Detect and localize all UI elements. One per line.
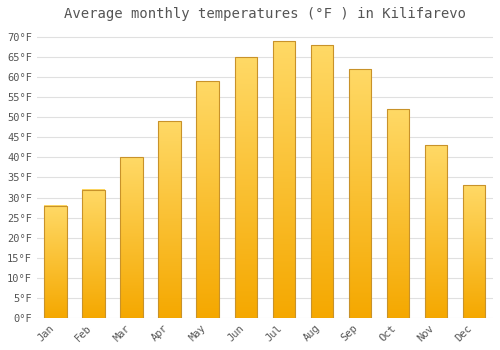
Bar [120, 158, 144, 318]
Bar [310, 45, 334, 318]
Bar [462, 186, 485, 318]
Bar [348, 69, 372, 318]
Bar [386, 109, 409, 318]
Bar [158, 121, 182, 318]
Bar [272, 41, 295, 318]
Bar [44, 205, 67, 318]
Bar [424, 145, 448, 318]
Bar [82, 189, 105, 318]
Title: Average monthly temperatures (°F ) in Kilifarevo: Average monthly temperatures (°F ) in Ki… [64, 7, 466, 21]
Bar [234, 57, 258, 318]
Bar [196, 81, 220, 318]
